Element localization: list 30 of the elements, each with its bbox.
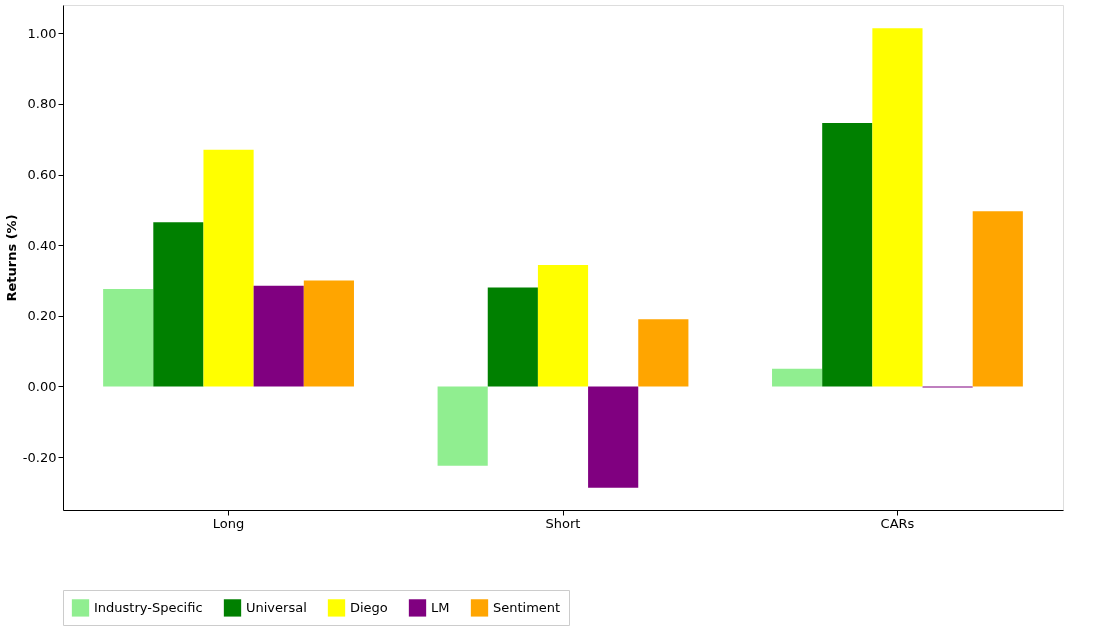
y-tick-label: 0.60 (27, 167, 57, 183)
bar (822, 122, 873, 387)
y-tick-label: 0.00 (27, 378, 57, 394)
bar (638, 319, 689, 387)
bar (588, 386, 639, 488)
bar (103, 288, 154, 387)
y-tick-label: 0.20 (27, 308, 57, 324)
y-axis-title: Returns (%) (3, 214, 19, 302)
x-tick-label: Long (212, 515, 245, 531)
bar (772, 368, 823, 387)
bar (872, 28, 923, 387)
bar (203, 149, 254, 387)
bar (253, 285, 304, 387)
y-tick-label: 0.80 (27, 96, 57, 112)
x-tick-label: Short (545, 515, 581, 531)
legend-label: Diego (350, 599, 388, 615)
legend-label: Universal (246, 599, 307, 615)
bar (437, 386, 488, 466)
x-tick-label: CARs (880, 515, 915, 531)
legend-label: LM (431, 599, 450, 615)
y-tick-label: -0.20 (22, 449, 57, 465)
bar (537, 264, 589, 387)
y-tick-label: 0.40 (27, 237, 57, 253)
bar (303, 280, 354, 387)
legend-label: Industry-Specific (94, 599, 203, 615)
bar (487, 287, 538, 387)
y-tick-label: 1.00 (27, 25, 57, 41)
bar (153, 222, 204, 387)
bar (972, 211, 1023, 387)
legend-label: Sentiment (493, 599, 561, 615)
